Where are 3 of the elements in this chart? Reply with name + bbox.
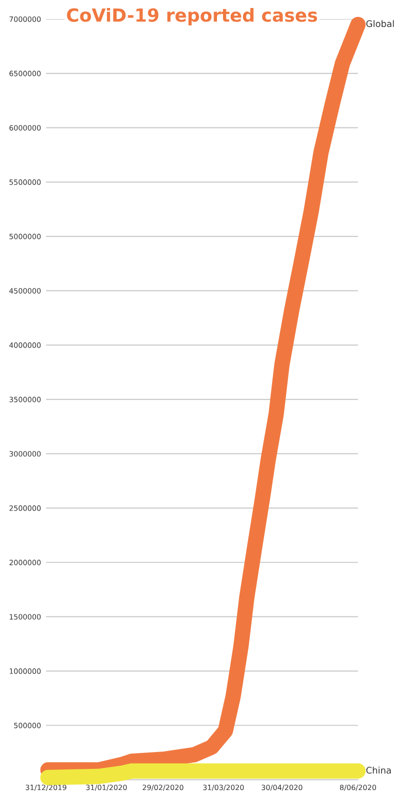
series-label: Global bbox=[366, 20, 394, 28]
series-label: China bbox=[366, 766, 391, 774]
chart-title: CoViD-19 reported cases bbox=[66, 8, 318, 26]
